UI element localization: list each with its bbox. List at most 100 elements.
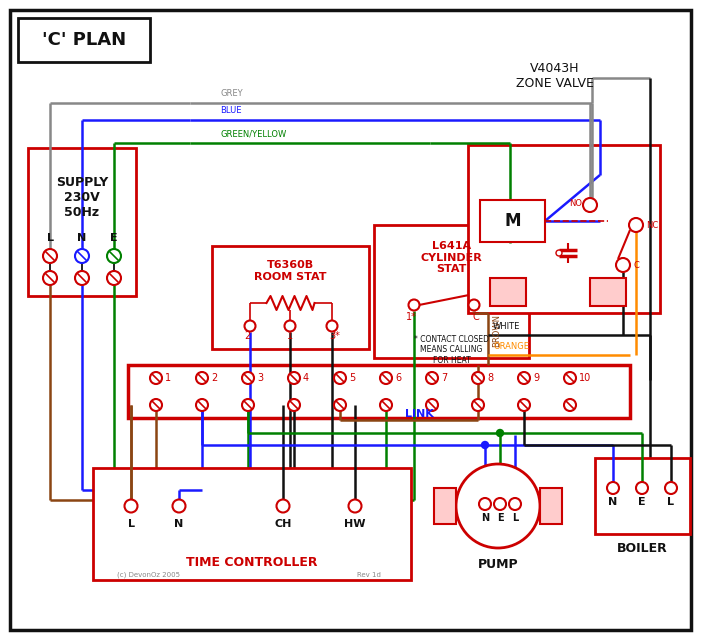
Circle shape xyxy=(616,258,630,272)
Circle shape xyxy=(75,249,89,263)
Text: (c) DevonOz 2005: (c) DevonOz 2005 xyxy=(117,572,180,578)
Circle shape xyxy=(334,399,346,411)
Text: N: N xyxy=(609,497,618,507)
Circle shape xyxy=(509,498,521,510)
Circle shape xyxy=(472,399,484,411)
Text: E: E xyxy=(497,513,503,523)
Text: HW: HW xyxy=(344,519,366,529)
Circle shape xyxy=(334,372,346,384)
Text: * CONTACT CLOSED
MEANS CALLING
FOR HEAT: * CONTACT CLOSED MEANS CALLING FOR HEAT xyxy=(414,335,489,365)
Text: LINK: LINK xyxy=(404,409,433,419)
Bar xyxy=(93,468,411,580)
Text: WHITE: WHITE xyxy=(493,322,520,331)
Text: 1: 1 xyxy=(165,373,171,383)
Bar xyxy=(374,225,529,358)
Text: C: C xyxy=(633,260,639,269)
Circle shape xyxy=(124,499,138,513)
Circle shape xyxy=(242,372,254,384)
Circle shape xyxy=(665,482,677,494)
Text: 10: 10 xyxy=(579,373,591,383)
Circle shape xyxy=(277,499,289,513)
Text: 2: 2 xyxy=(211,373,217,383)
Circle shape xyxy=(629,218,643,232)
Text: C: C xyxy=(472,312,479,322)
Circle shape xyxy=(242,399,254,411)
Bar xyxy=(468,145,660,313)
Circle shape xyxy=(107,271,121,285)
Circle shape xyxy=(326,320,338,331)
Circle shape xyxy=(409,299,420,310)
Circle shape xyxy=(196,399,208,411)
Circle shape xyxy=(348,499,362,513)
Text: TIME CONTROLLER: TIME CONTROLLER xyxy=(186,556,318,569)
Circle shape xyxy=(518,399,530,411)
Circle shape xyxy=(564,399,576,411)
Circle shape xyxy=(380,372,392,384)
Circle shape xyxy=(607,482,619,494)
Circle shape xyxy=(496,429,503,437)
Bar xyxy=(28,148,136,296)
Circle shape xyxy=(472,372,484,384)
Bar xyxy=(212,246,369,349)
Circle shape xyxy=(564,372,576,384)
Text: L: L xyxy=(128,519,135,529)
Circle shape xyxy=(556,250,562,256)
Text: V4043H
ZONE VALVE: V4043H ZONE VALVE xyxy=(516,62,594,90)
Text: 7: 7 xyxy=(441,373,447,383)
Circle shape xyxy=(43,249,57,263)
Text: N: N xyxy=(481,513,489,523)
Text: M: M xyxy=(504,212,521,230)
Text: 4: 4 xyxy=(303,373,309,383)
Text: CH: CH xyxy=(274,519,292,529)
Text: N: N xyxy=(77,233,86,243)
Text: Rev 1d: Rev 1d xyxy=(357,572,381,578)
Text: 3*: 3* xyxy=(329,331,340,341)
Bar xyxy=(590,278,626,306)
Text: E: E xyxy=(110,233,118,243)
Circle shape xyxy=(518,372,530,384)
Text: 'C' PLAN: 'C' PLAN xyxy=(42,31,126,49)
Circle shape xyxy=(284,320,296,331)
Circle shape xyxy=(426,399,438,411)
Text: NC: NC xyxy=(646,221,658,229)
Bar xyxy=(18,18,150,62)
Text: BLUE: BLUE xyxy=(220,106,241,115)
Text: BROWN: BROWN xyxy=(492,313,501,347)
Circle shape xyxy=(456,464,540,548)
Bar xyxy=(540,488,562,524)
Circle shape xyxy=(380,399,392,411)
Text: GREEN/YELLOW: GREEN/YELLOW xyxy=(220,129,286,138)
Circle shape xyxy=(583,198,597,212)
Circle shape xyxy=(244,320,256,331)
Circle shape xyxy=(173,499,185,513)
Circle shape xyxy=(288,372,300,384)
Text: BOILER: BOILER xyxy=(617,542,668,554)
Text: ORANGE: ORANGE xyxy=(493,342,529,351)
Circle shape xyxy=(479,498,491,510)
Text: 8: 8 xyxy=(487,373,493,383)
Text: 5: 5 xyxy=(349,373,355,383)
Bar xyxy=(480,200,545,242)
Text: L: L xyxy=(512,513,518,523)
Text: E: E xyxy=(638,497,646,507)
Circle shape xyxy=(288,399,300,411)
Circle shape xyxy=(636,482,648,494)
Text: 9: 9 xyxy=(533,373,539,383)
Circle shape xyxy=(196,372,208,384)
Circle shape xyxy=(426,372,438,384)
Text: 6: 6 xyxy=(395,373,401,383)
Circle shape xyxy=(75,271,89,285)
Text: 2: 2 xyxy=(244,331,250,341)
Text: SUPPLY
230V
50Hz: SUPPLY 230V 50Hz xyxy=(56,176,108,219)
Circle shape xyxy=(468,299,479,310)
Text: L641A
CYLINDER
STAT: L641A CYLINDER STAT xyxy=(420,241,482,274)
Circle shape xyxy=(150,372,162,384)
Bar xyxy=(128,365,630,418)
Text: T6360B
ROOM STAT: T6360B ROOM STAT xyxy=(254,260,326,281)
Circle shape xyxy=(43,271,57,285)
Bar xyxy=(490,278,526,306)
Text: NO: NO xyxy=(569,199,582,208)
Circle shape xyxy=(482,442,489,449)
Circle shape xyxy=(494,498,506,510)
Bar xyxy=(595,458,690,534)
